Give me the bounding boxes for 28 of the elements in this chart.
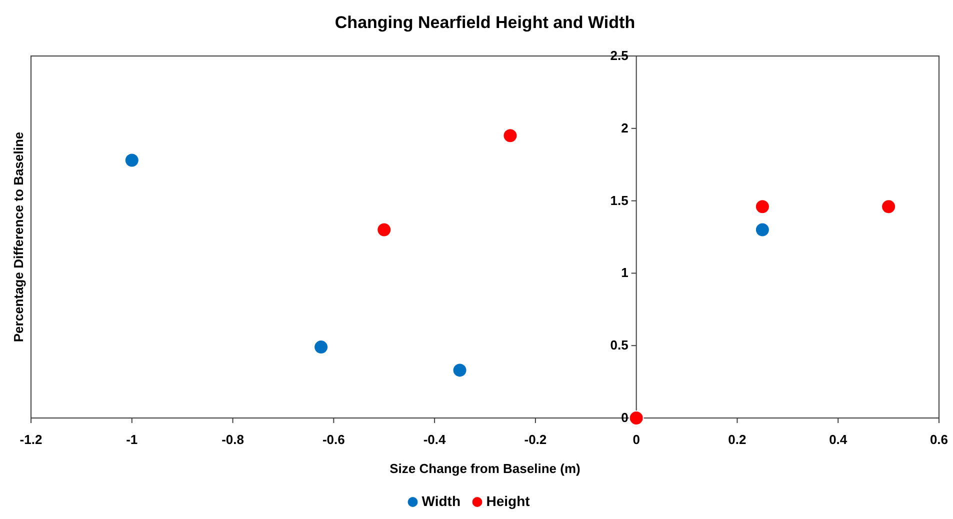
y-axis-title: Percentage Difference to Baseline [11,132,26,342]
point [314,340,329,355]
x-tick-label: 0 [632,432,640,447]
point [502,128,518,144]
point [452,362,468,378]
x-tick-label: -0.2 [524,432,547,447]
y-tick-label: 1.5 [610,192,628,208]
x-tick-label: -1 [126,432,138,447]
x-axis-title: Size Change from Baseline (m) [390,461,580,476]
x-tick-label: 0.2 [728,432,746,447]
point [881,199,896,214]
y-tick-label: 2 [621,120,628,136]
point [754,222,770,238]
y-tick-label: 0.5 [610,338,628,353]
x-tick-label: -0.6 [322,432,345,447]
x-tick-label: 0.4 [829,432,848,447]
point [376,222,392,238]
point [628,410,644,426]
x-tick-label: -1.2 [20,432,42,447]
x-tick-label: 0.6 [930,432,948,447]
x-tick-label: -0.4 [423,432,447,447]
y-tick-label: 1 [621,265,628,280]
x-tick-label: -0.8 [222,432,244,447]
point [124,152,140,168]
legend-label: Width [422,493,460,509]
point [754,199,770,214]
chart-title: Changing Nearfield Height and Width [334,13,636,32]
legend-label: Height [486,493,530,509]
